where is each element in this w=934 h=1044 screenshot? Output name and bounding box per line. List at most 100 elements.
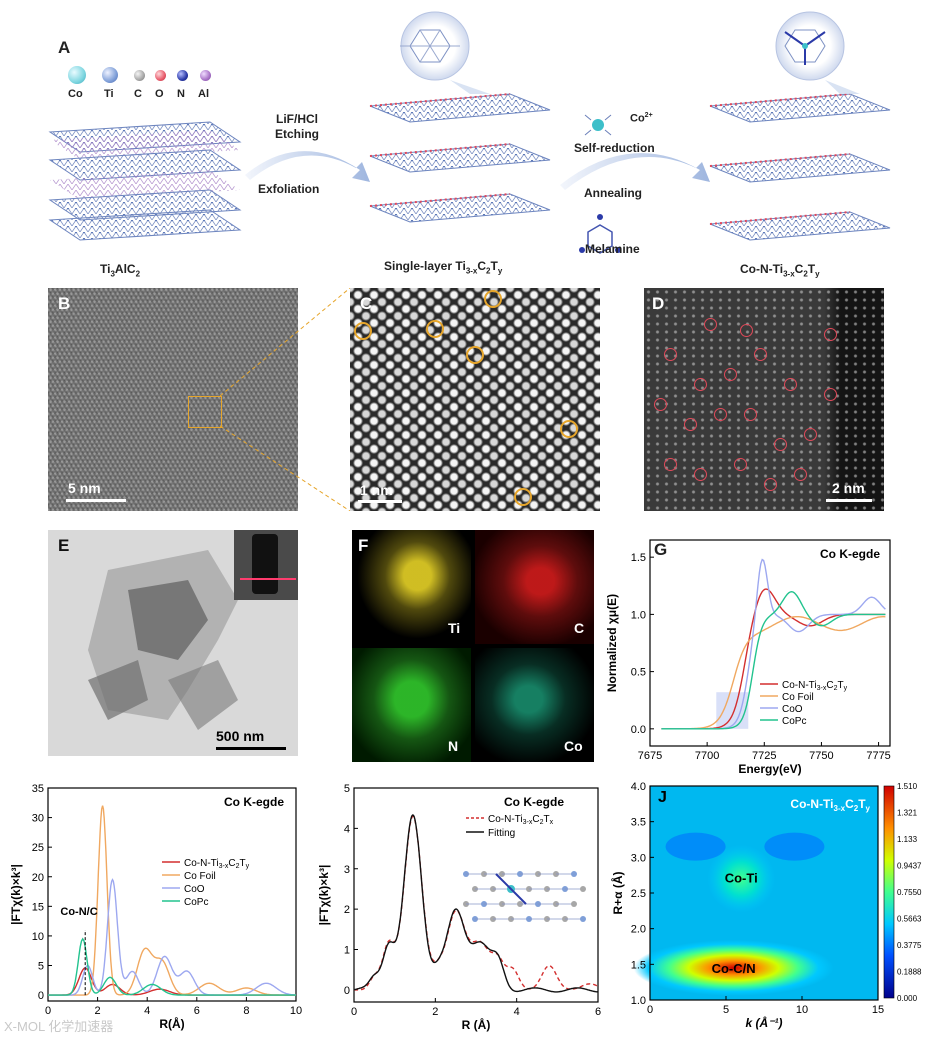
label-part: Ti	[100, 262, 111, 276]
panel-e-label: E	[58, 536, 70, 555]
colorbar-label: 1.133	[897, 835, 918, 844]
co-cn-contour	[633, 939, 834, 996]
scale-label: 2 nm	[832, 480, 865, 496]
panel-b-label: B	[58, 294, 71, 313]
single-atom-marker	[560, 420, 578, 438]
x-tick-label: 7700	[695, 750, 719, 762]
legend-label: CoPc	[782, 716, 806, 727]
panel-j-label: J	[658, 789, 667, 806]
single-atom-marker	[664, 458, 677, 471]
colorbar-label: 0.7550	[897, 888, 922, 897]
atom-label: Ti	[104, 88, 114, 100]
xanes-curve	[661, 590, 886, 730]
y-tick-label: 4	[344, 823, 350, 835]
colorbar-label: 1.510	[897, 782, 918, 791]
step1-label: LiF/HCl Etching	[262, 112, 332, 142]
x-tick-label: 5	[723, 1004, 729, 1016]
step1-exfoliation: Exfoliation	[258, 182, 320, 196]
exafs-data-curve	[354, 815, 599, 991]
y-tick-label: 1.5	[631, 552, 646, 564]
panel-a-schematic	[48, 11, 891, 254]
ion-name: Co	[630, 112, 645, 125]
co-doped-layer-stack	[709, 11, 891, 241]
panel-c-label: C	[360, 294, 373, 313]
vial-icon	[252, 534, 278, 594]
x-tick-label: 10	[290, 1005, 302, 1017]
eds-map-n	[352, 648, 471, 762]
atom-label: O	[155, 88, 164, 100]
label-sub: 2	[486, 266, 491, 276]
label-sub: y	[815, 269, 820, 279]
y-tick-label: 0	[38, 990, 44, 1002]
label-max-phase: Ti3AlC2	[100, 262, 140, 278]
legend-label: Co-N-Ti3-xC2Tx	[488, 814, 554, 826]
scale-bar	[826, 499, 872, 502]
x-tick-label: 0	[647, 1004, 653, 1016]
zoom-box	[188, 396, 222, 428]
scale-label: 5 nm	[68, 480, 101, 496]
legend-label: Co Foil	[782, 692, 814, 703]
panel-c-haadf-image: C 1 nm	[350, 288, 600, 511]
label-sub: 3-x	[783, 269, 795, 279]
colorbar-label: 0.3775	[897, 941, 922, 950]
ft-curve	[48, 937, 296, 996]
y-tick-label: 0.0	[631, 724, 646, 736]
single-atom-marker	[734, 458, 747, 471]
peak-annotation: Co-N/C	[60, 906, 97, 918]
wavelet-transform-chart: 0 5 10 15 1.0 1.5 2.0 2.5 3.0 3.5 4.0 k (Å⁻¹) R+α (Å…	[610, 781, 922, 1030]
x-tick-label: 15	[872, 1004, 884, 1016]
y-tick-label: 0	[344, 985, 350, 997]
y-tick-label: 3.0	[631, 852, 646, 864]
step2-self-reduction: Self-reduction	[574, 141, 655, 155]
single-atom-marker	[724, 368, 737, 381]
y-tick-label: 1.0	[631, 995, 646, 1007]
y-axis-label: Normalized χμ(E)	[605, 594, 619, 692]
scale-bar	[66, 499, 126, 502]
y-axis-label: |FTχ(k)×k³|	[9, 864, 23, 925]
atom-co-icon	[68, 66, 86, 84]
x-tick-label: 2	[432, 1006, 438, 1018]
x-tick-label: 7675	[638, 750, 662, 762]
atom-label: C	[134, 88, 142, 100]
single-atom-marker	[426, 320, 444, 338]
colorbar-label: 0.5663	[897, 915, 922, 924]
arrow-icon	[245, 151, 370, 182]
single-atom-marker	[694, 468, 707, 481]
label-sub: 3	[110, 269, 115, 279]
y-tick-label: 2.0	[631, 924, 646, 936]
panel-d-haadf-image: D 2 nm	[644, 288, 884, 511]
single-atom-marker	[824, 388, 837, 401]
y-tick-label: 35	[32, 783, 44, 795]
label-part: AlC	[114, 262, 136, 276]
max-phase-block	[48, 121, 242, 241]
y-tick-label: 2	[344, 904, 350, 916]
eds-map-c	[475, 530, 594, 644]
label-part: T	[490, 259, 498, 273]
y-tick-label: 4.0	[631, 781, 646, 793]
x-tick-label: 6	[194, 1005, 200, 1017]
y-axis-label: |FTχ(k)×k³|	[317, 865, 331, 926]
single-atom-marker	[764, 478, 777, 491]
label-part: C	[477, 259, 487, 273]
x-tick-label: 7775	[866, 750, 890, 762]
y-tick-label: 15	[32, 901, 44, 913]
plot-frame	[353, 787, 599, 1003]
panel-f-label: F	[358, 536, 369, 555]
panel-g-label: G	[654, 540, 668, 559]
x-tick-label: 2	[95, 1005, 101, 1017]
y-tick-label: 20	[32, 872, 44, 884]
y-axis-label: R+α (Å)	[610, 871, 625, 914]
single-atom-marker	[664, 348, 677, 361]
colorbar-label: 0.9437	[897, 862, 922, 871]
nanosheet-flakes	[88, 550, 238, 730]
atom-o-icon	[155, 70, 166, 81]
y-tick-label: 0.5	[631, 667, 646, 679]
atom-legend: Co Ti C O N Al	[64, 66, 224, 106]
legend-label: CoO	[782, 704, 803, 715]
eds-element-label: Co	[564, 738, 583, 754]
label-part: T	[807, 262, 816, 276]
x-tick-label: 10	[796, 1004, 808, 1016]
y-tick-label: 1.0	[631, 609, 646, 621]
single-atom-marker	[694, 378, 707, 391]
zoom-connector	[220, 288, 351, 511]
